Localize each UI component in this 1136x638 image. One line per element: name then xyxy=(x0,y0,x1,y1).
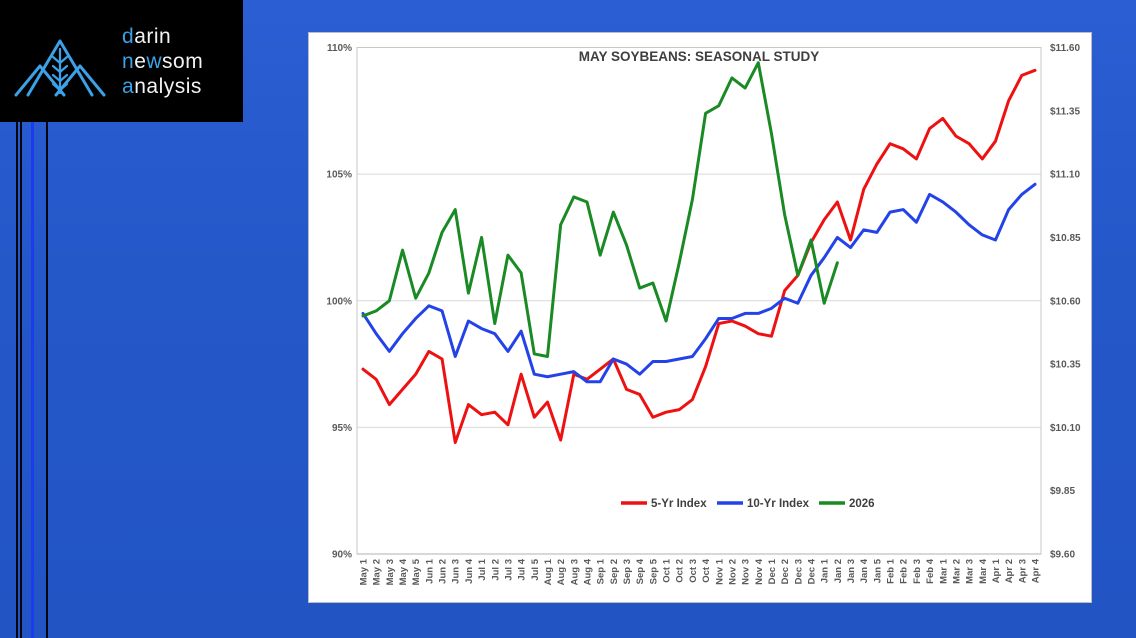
x-axis-tick-label: Nov 1 xyxy=(714,558,725,585)
x-axis-tick-label: Sep 4 xyxy=(635,558,646,584)
x-axis-tick-label: Apr 4 xyxy=(1031,558,1042,583)
x-axis-tick-label: Jan 1 xyxy=(820,558,831,583)
right-axis-tick-label: $11.10 xyxy=(1050,170,1080,181)
x-axis-tick-label: Mar 1 xyxy=(938,558,949,584)
x-axis-tick-label: Sep 5 xyxy=(648,558,659,584)
legend-label: 10-Yr Index xyxy=(747,498,810,510)
x-axis-tick-label: Jul 4 xyxy=(517,558,528,580)
right-axis-tick-label: $10.85 xyxy=(1050,233,1081,244)
x-axis-tick-label: Oct 3 xyxy=(688,559,699,583)
x-axis-tick-label: Jun 2 xyxy=(438,559,449,584)
right-axis-tick-label: $11.60 xyxy=(1050,43,1080,54)
x-axis-tick-label: Nov 2 xyxy=(727,559,738,585)
left-axis-tick-label: 100% xyxy=(326,296,352,307)
deco-line-black-3 xyxy=(46,121,48,638)
right-axis-tick-label: $10.10 xyxy=(1050,423,1081,434)
right-axis-tick-label: $11.35 xyxy=(1050,106,1080,117)
series-line-5-yr-index xyxy=(361,68,1037,445)
right-axis-tick-label: $10.35 xyxy=(1050,360,1081,371)
x-axis-tick-label: May 3 xyxy=(385,559,396,585)
right-axis-tick-label: $10.60 xyxy=(1050,296,1081,307)
legend-label: 2026 xyxy=(849,498,875,510)
x-axis-tick-label: Apr 1 xyxy=(991,558,1002,583)
x-axis-tick-label: Dec 1 xyxy=(767,558,778,584)
x-axis-tick-label: Aug 3 xyxy=(569,559,580,585)
deco-line-black-2 xyxy=(20,121,22,638)
x-axis-tick-label: May 1 xyxy=(359,558,370,585)
chart-panel: 110% 105% 100% 95% 90% $11.60 $11.35 $11.10 $10.… xyxy=(308,32,1092,603)
deco-line-blue xyxy=(31,121,34,638)
x-axis-tick-label: May 4 xyxy=(398,558,409,585)
plot-area-border xyxy=(356,47,1042,555)
brand-word: darin xyxy=(122,24,172,48)
x-axis-tick-label: Jun 3 xyxy=(451,559,462,584)
right-axis-tick-label: $9.60 xyxy=(1050,550,1075,561)
left-axis-tick-label: 105% xyxy=(326,170,352,181)
mountain-wheat-icon xyxy=(14,39,106,97)
x-axis-tick-label: Feb 1 xyxy=(886,558,897,584)
x-axis-tick-label: Sep 3 xyxy=(622,559,633,584)
x-axis-tick-label: Mar 4 xyxy=(978,558,989,584)
x-axis-tick-label: Jul 2 xyxy=(490,559,501,581)
x-axis-tick-label: Nov 4 xyxy=(754,558,765,585)
legend-label: 5-Yr Index xyxy=(651,498,707,510)
series-line-10-yr-index xyxy=(361,182,1037,384)
x-axis-tick-label: Jul 1 xyxy=(477,558,488,580)
x-axis-tick-label: Oct 4 xyxy=(701,558,712,582)
x-axis-tick-label: Feb 2 xyxy=(899,559,910,584)
x-axis-tick-label: Jan 5 xyxy=(872,558,883,583)
x-axis-tick-label: Jul 3 xyxy=(503,559,514,581)
x-axis-tick-label: Dec 3 xyxy=(793,559,804,584)
left-axis-tick-label: 95% xyxy=(332,423,352,434)
x-axis-tick-label: Aug 2 xyxy=(556,559,567,585)
x-axis-tick-label: Aug 4 xyxy=(583,558,594,585)
deco-line-black-1 xyxy=(16,121,18,638)
right-axis-tick-label: $9.85 xyxy=(1050,486,1075,497)
x-axis-tick-label: Sep 2 xyxy=(609,559,620,584)
x-axis-tick-label: Jun 1 xyxy=(424,558,435,584)
x-axis-tick-label: Jun 4 xyxy=(464,558,475,584)
x-axis-tick-label: Apr 3 xyxy=(1017,559,1028,583)
x-axis-tick-label: Nov 3 xyxy=(741,559,752,585)
x-axis-tick-label: Sep 1 xyxy=(596,558,607,584)
x-axis-tick-label: Mar 2 xyxy=(951,559,962,584)
brand-word: analysis xyxy=(122,74,202,98)
brand-logo: darin newsom analysis xyxy=(0,0,243,122)
x-axis-tick-label: May 5 xyxy=(411,558,422,585)
x-axis-tick-label: Jan 4 xyxy=(859,558,870,583)
x-axis-tick-label: Feb 4 xyxy=(925,558,936,584)
x-axis-tick-label: May 2 xyxy=(372,559,383,585)
x-axis-tick-label: Jul 5 xyxy=(530,558,541,580)
left-axis-tick-label: 110% xyxy=(327,43,352,54)
x-axis-tick-label: Oct 2 xyxy=(675,559,686,583)
series-line-2026 xyxy=(361,61,839,358)
x-axis-tick-label: Feb 3 xyxy=(912,559,923,584)
seasonal-study-chart: 110% 105% 100% 95% 90% $11.60 $11.35 $11.10 $10.… xyxy=(326,43,1081,585)
left-axis-tick-label: 90% xyxy=(332,550,352,561)
x-axis-tick-label: Mar 3 xyxy=(965,559,976,584)
x-axis-tick-label: Oct 1 xyxy=(662,558,673,582)
x-axis-tick-label: Jan 2 xyxy=(833,559,844,583)
x-axis-tick-label: Jan 3 xyxy=(846,559,857,583)
x-axis-tick-label: Dec 4 xyxy=(807,558,818,584)
x-axis-tick-label: Apr 2 xyxy=(1004,559,1015,583)
brand-word: newsom xyxy=(122,49,204,73)
brand-wordmark: darin newsom analysis xyxy=(122,24,203,99)
x-axis-tick-label: Aug 1 xyxy=(543,558,554,585)
chart-title: MAY SOYBEANS: SEASONAL STUDY xyxy=(579,49,820,64)
x-axis-tick-label: Dec 2 xyxy=(780,559,791,584)
